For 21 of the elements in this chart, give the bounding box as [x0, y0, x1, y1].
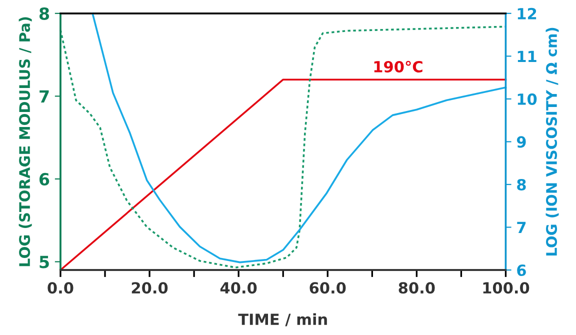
y-tick-label: 5	[40, 256, 49, 268]
y2-tick-label: 12	[518, 8, 536, 20]
y2-tick-label: 6	[517, 264, 526, 276]
annotation: 190°C	[374, 60, 422, 72]
y2-tick-label: 10	[518, 93, 537, 105]
y2-tick-label: 8	[517, 178, 526, 190]
x-tick-label: 0.0	[48, 282, 74, 294]
x-tick-label: 40.0	[220, 282, 257, 294]
x-tick-label: 20.0	[132, 282, 168, 294]
y2-tick-label: 11	[518, 50, 536, 62]
y-tick-label: 8	[39, 7, 50, 20]
x-axis-title: TIME / min	[238, 313, 327, 326]
x-tick-label: 100.0	[483, 282, 530, 294]
y2-tick-label: 9	[516, 136, 526, 148]
y2-axis-title: LOG (ION VISCOSITY / Ω cm)	[546, 28, 559, 256]
y-tick-label: 7	[40, 90, 49, 103]
y-tick-label: 6	[40, 172, 50, 186]
y2-tick-label: 7	[517, 222, 526, 234]
x-tick-label: 60.0	[310, 282, 346, 294]
x-tick-label: 80.0	[398, 282, 435, 294]
y-axis-title: LOG (STORAGE MODULUS / Pa)	[18, 17, 32, 266]
